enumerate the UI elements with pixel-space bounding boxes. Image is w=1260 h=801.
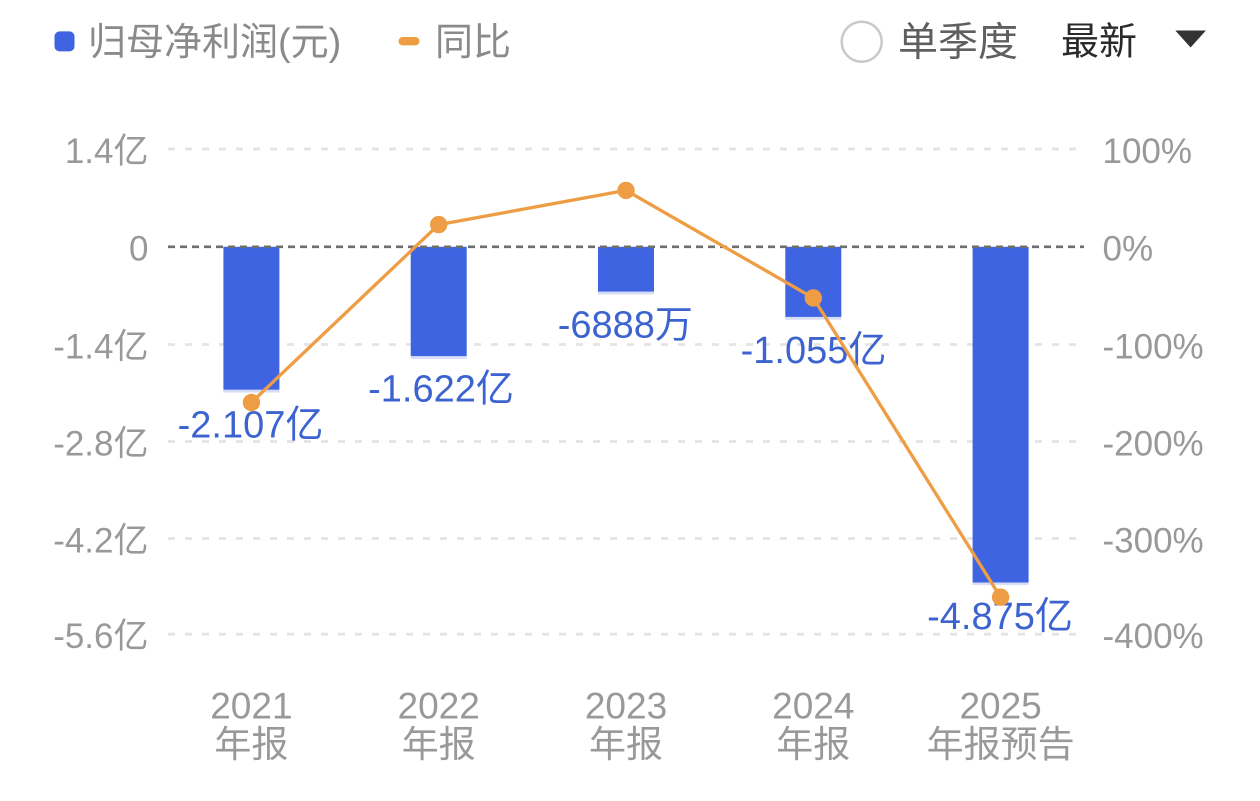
svg-text:2025: 2025 [959,686,1041,727]
svg-text:-400%: -400% [1103,617,1204,656]
svg-text:-200%: -200% [1103,424,1204,463]
svg-text:-100%: -100% [1103,327,1204,366]
svg-text:-1.622亿: -1.622亿 [368,369,514,411]
svg-text:2023: 2023 [585,686,667,727]
svg-text:同比: 同比 [435,22,511,64]
svg-text:-5.6亿: -5.6亿 [53,617,148,656]
svg-text:年报: 年报 [776,724,850,765]
svg-text:-4.2亿: -4.2亿 [53,521,148,560]
svg-text:-2.107亿: -2.107亿 [178,405,324,447]
svg-text:-1.055亿: -1.055亿 [741,330,887,372]
svg-text:年报预告: 年报预告 [927,724,1075,765]
svg-text:-2.8亿: -2.8亿 [53,424,148,463]
svg-text:单季度: 单季度 [898,21,1018,65]
svg-text:100%: 100% [1103,132,1193,171]
svg-text:2021: 2021 [210,686,292,727]
svg-text:0%: 0% [1103,230,1154,269]
svg-text:年报: 年报 [214,724,288,765]
svg-text:0: 0 [129,230,148,269]
svg-text:2022: 2022 [398,686,480,727]
svg-text:归母净利润(元): 归母净利润(元) [88,22,341,64]
svg-text:-1.4亿: -1.4亿 [53,327,148,366]
svg-text:年报: 年报 [589,724,663,765]
svg-text:-6888万: -6888万 [558,305,693,347]
svg-text:-300%: -300% [1103,521,1204,560]
svg-text:年报: 年报 [402,724,476,765]
svg-text:2024: 2024 [772,686,854,727]
svg-text:1.4亿: 1.4亿 [65,132,149,171]
svg-text:最新: 最新 [1061,22,1137,64]
